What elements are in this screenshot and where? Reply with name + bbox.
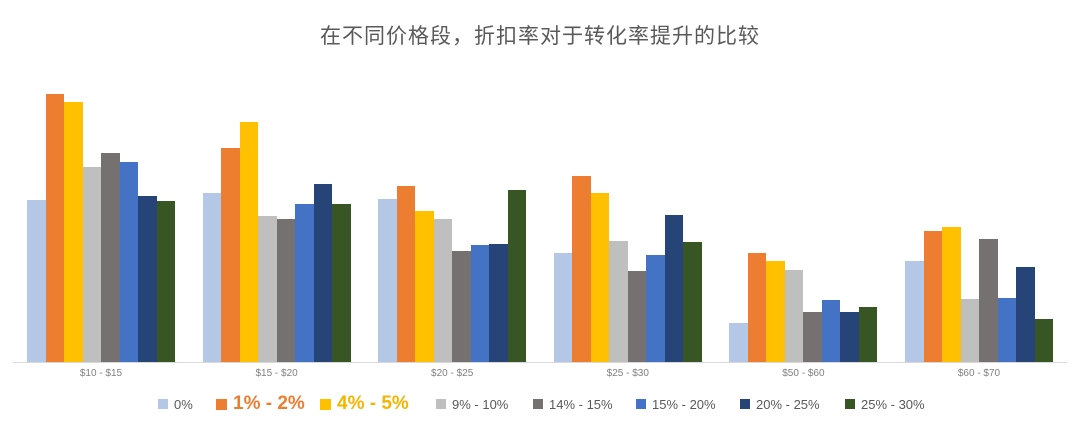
bar — [572, 176, 591, 362]
bar — [507, 190, 527, 362]
bar — [221, 148, 240, 362]
legend-swatch-icon — [533, 399, 543, 409]
bar — [729, 323, 748, 362]
bar — [1016, 267, 1035, 362]
bar — [396, 186, 416, 362]
bar — [138, 196, 157, 362]
bar — [664, 215, 684, 362]
category-label: $25 - $30 — [606, 368, 649, 379]
bar — [590, 193, 610, 362]
bar — [239, 122, 259, 362]
bar — [489, 244, 508, 362]
legend-item[interactable]: 25% - 30% — [845, 392, 925, 416]
bar — [415, 211, 434, 362]
legend: 0% 1% - 2% 4% - 5% 9% - 10% 14% - 15% 15% - 2… — [0, 392, 1080, 416]
bar — [27, 200, 46, 362]
bar — [646, 255, 665, 362]
bar — [905, 261, 924, 362]
legend-label: 1% - 2% — [233, 393, 305, 414]
legend-swatch-icon — [158, 399, 168, 409]
legend-swatch-icon — [436, 399, 446, 409]
bar — [470, 245, 490, 362]
bar — [101, 153, 120, 362]
legend-swatch-icon — [636, 399, 646, 409]
bar — [784, 270, 804, 362]
category-label: $10 - $15 — [79, 368, 123, 379]
bar — [683, 242, 702, 362]
bar — [553, 253, 573, 362]
bar — [295, 204, 314, 362]
bar — [609, 241, 628, 362]
legend-item[interactable]: 1% - 2% — [216, 392, 305, 416]
legend-swatch-icon — [845, 399, 855, 409]
bar — [766, 261, 785, 362]
legend-item[interactable]: 15% - 20% — [636, 392, 716, 416]
bar — [942, 227, 961, 362]
bar — [202, 193, 222, 362]
bar — [803, 312, 822, 362]
legend-label: 25% - 30% — [861, 396, 925, 412]
bar — [45, 94, 64, 362]
bar — [64, 102, 83, 362]
category-label: $60 - $70 — [957, 368, 1001, 379]
legend-label: 20% - 25% — [756, 396, 820, 412]
category-label: $20 - $25 — [431, 368, 474, 379]
bar — [923, 231, 942, 362]
legend-item[interactable]: 14% - 15% — [533, 392, 613, 416]
bar — [452, 251, 471, 362]
legend-label: 9% - 10% — [452, 396, 509, 412]
x-axis-line — [13, 362, 1067, 363]
bar — [627, 271, 647, 362]
bar — [313, 184, 333, 362]
bar — [1034, 319, 1053, 362]
bar — [747, 253, 767, 362]
legend-label: 14% - 15% — [549, 396, 613, 412]
bar — [960, 299, 979, 362]
bar — [82, 167, 101, 362]
bar — [433, 219, 453, 362]
category-label: $50 - $60 — [782, 368, 825, 379]
legend-item[interactable]: 20% - 25% — [740, 392, 820, 416]
legend-label: 15% - 20% — [652, 396, 716, 412]
legend-item[interactable]: 4% - 5% — [320, 392, 409, 416]
bar — [332, 204, 351, 362]
legend-swatch-icon — [216, 398, 227, 410]
legend-item[interactable]: 0% — [158, 392, 193, 416]
bar — [378, 199, 397, 362]
legend-label: 0% — [174, 396, 193, 412]
bar — [276, 219, 296, 362]
bar — [858, 307, 878, 362]
legend-label: 4% - 5% — [337, 393, 409, 414]
bar — [821, 300, 841, 362]
legend-swatch-icon — [320, 398, 331, 410]
bar — [258, 216, 277, 362]
bar — [979, 239, 998, 362]
category-label: $15 - $20 — [255, 368, 298, 379]
bar — [119, 162, 138, 362]
bar — [840, 312, 859, 362]
bar — [156, 201, 175, 362]
chart-title: 在不同价格段，折扣率对于转化率提升的比较 — [320, 24, 760, 48]
legend-swatch-icon — [740, 399, 750, 409]
bar — [997, 298, 1016, 362]
legend-item[interactable]: 9% - 10% — [436, 392, 508, 416]
